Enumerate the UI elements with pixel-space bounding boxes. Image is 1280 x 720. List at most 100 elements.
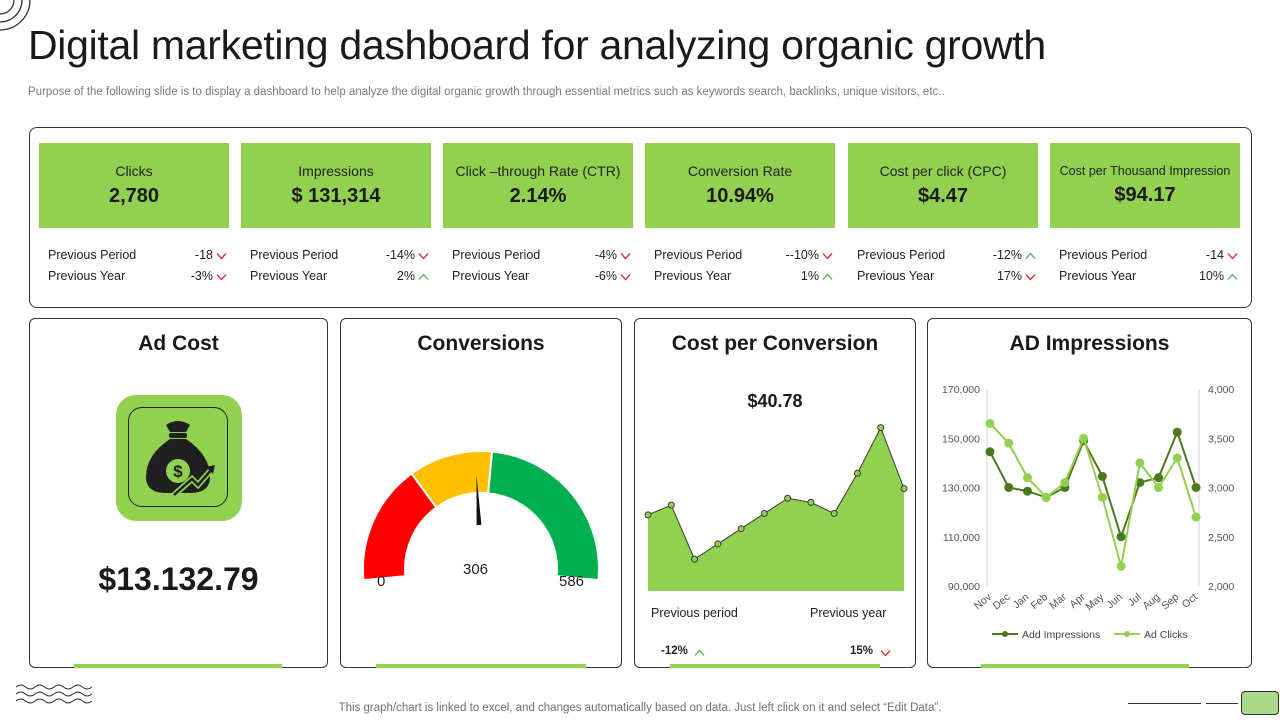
- card-title: Ad Cost: [138, 332, 219, 355]
- kpi-box: Cost per click (CPC) $4.47: [848, 143, 1038, 228]
- kpi-card-cpm[interactable]: Cost per Thousand Impression $94.17 Prev…: [1050, 143, 1240, 290]
- x-axis-tick: Oct: [1180, 591, 1200, 611]
- x-axis-tick: Jul: [1126, 591, 1144, 609]
- left-axis-tick: 170,000: [942, 384, 980, 396]
- right-axis-tick: 3,500: [1208, 433, 1234, 445]
- chevron-down-icon: [418, 253, 429, 260]
- left-axis-tick: 150,000: [942, 433, 980, 445]
- card-underline: [74, 664, 282, 668]
- trend-arrow-icon: [418, 253, 429, 260]
- series-point: [1022, 473, 1032, 483]
- kpi-box: Conversion Rate 10.94%: [645, 143, 835, 228]
- kpi-box: Click –through Rate (CTR) 2.14%: [443, 143, 633, 228]
- area-point: [737, 525, 745, 533]
- series-point: [985, 447, 995, 457]
- footer-divider: [1128, 703, 1201, 704]
- kpi-prev-period-row: Previous Period -14%: [241, 248, 431, 269]
- kpi-card-impressions[interactable]: Impressions $ 131,314 Previous Period -1…: [241, 143, 431, 290]
- kpi-label: Impressions: [298, 163, 374, 179]
- card-underline: [376, 664, 586, 668]
- series-point: [1022, 486, 1032, 496]
- kpi-card-conversion-rate[interactable]: Conversion Rate 10.94% Previous Period -…: [645, 143, 835, 290]
- prev-year-value: 1%: [800, 269, 819, 283]
- prev-year-value: 2%: [396, 269, 415, 283]
- kpi-card-clicks[interactable]: Clicks 2,780 Previous Period -18 Previou…: [39, 143, 229, 290]
- left-axis-tick: 130,000: [942, 483, 980, 495]
- area-fill: [648, 427, 904, 591]
- chevron-down-icon: [216, 253, 227, 260]
- legend-label: Add Impressions: [1022, 629, 1100, 641]
- chevron-up-icon: [1025, 252, 1036, 259]
- area-point: [667, 501, 675, 509]
- left-axis-tick: 110,000: [943, 532, 980, 544]
- chevron-down-icon: [880, 650, 891, 657]
- prev-year-label: Previous Year: [654, 269, 732, 283]
- prev-year-value: -6%: [594, 269, 617, 283]
- page-title: Digital marketing dashboard for analyzin…: [28, 22, 1046, 68]
- area-point: [877, 424, 885, 432]
- kpi-prev-period-row: Previous Period -14: [1050, 248, 1240, 269]
- prev-period-value: -14: [1205, 248, 1224, 262]
- x-axis-tick: Jan: [1011, 591, 1032, 611]
- series-point: [1097, 471, 1107, 481]
- prev-year-label: Previous Year: [250, 269, 328, 283]
- card-title: Cost per Conversion: [671, 332, 879, 355]
- prev-period-value: -14%: [385, 248, 415, 262]
- money-bag-icon: $: [146, 421, 215, 498]
- ad-cost-value: $13.132.79: [98, 561, 259, 597]
- prev-period-label: Previous Period: [48, 248, 137, 262]
- gauge-segment-green: [487, 450, 600, 582]
- conversions-gauge: [362, 450, 600, 582]
- x-axis-tick: Feb: [1029, 591, 1051, 612]
- card-underline: [981, 664, 1189, 668]
- prev-period-value: --10%: [785, 248, 819, 262]
- chevron-up-icon: [694, 649, 705, 656]
- kpi-card-ctr[interactable]: Click –through Rate (CTR) 2.14% Previous…: [443, 143, 633, 290]
- wave-decoration: [16, 684, 92, 704]
- trend-arrow-icon: [216, 274, 227, 281]
- trend-arrow-icon: [1227, 273, 1238, 280]
- series-point: [985, 418, 995, 428]
- footer-note: This graph/chart is linked to excel, and…: [338, 702, 942, 714]
- trend-arrow-icon: [1227, 253, 1238, 260]
- series-point: [1116, 561, 1126, 571]
- kpi-prev-period-row: Previous Period --10%: [645, 248, 835, 269]
- chevron-up-icon: [822, 273, 833, 280]
- gauge-needle: [476, 475, 482, 526]
- area-point: [714, 540, 722, 548]
- right-axis-tick: 2,500: [1208, 532, 1234, 544]
- kpi-prev-period-row: Previous Period -18: [39, 248, 229, 269]
- trend-arrow-icon: [822, 253, 833, 260]
- cost-per-conversion-value: $40.78: [747, 391, 803, 411]
- kpi-label: Click –through Rate (CTR): [455, 163, 621, 179]
- prev-period-value: -12%: [661, 645, 688, 657]
- x-axis-tick: Sep: [1159, 591, 1181, 612]
- ad-cost-card[interactable]: Ad Cost $ $13.132.79: [29, 318, 328, 668]
- area-line: [647, 426, 905, 560]
- series-point: [1004, 483, 1014, 492]
- cost-per-conversion-card[interactable]: Cost per Conversion $40.78 Previous peri…: [634, 318, 916, 668]
- series-point: [1191, 512, 1201, 522]
- trend-arrow-icon: [620, 274, 631, 281]
- kpi-prev-year-row: Previous Year -3%: [39, 269, 229, 290]
- series-point: [1154, 483, 1164, 492]
- prev-period-label: Previous Period: [250, 248, 339, 262]
- x-axis-tick: Apr: [1067, 591, 1088, 611]
- chevron-down-icon: [1025, 274, 1036, 281]
- area-point: [853, 469, 861, 477]
- prev-year-value: 10%: [1198, 269, 1224, 283]
- kpi-prev-year-row: Previous Year -6%: [443, 269, 633, 290]
- conversions-card[interactable]: Conversions 0 306 586: [340, 318, 622, 668]
- prev-period-label: Previous period: [651, 606, 738, 620]
- series-point: [1191, 483, 1201, 492]
- legend-label: Ad Clicks: [1144, 629, 1188, 641]
- series-point: [1041, 492, 1051, 502]
- prev-year-label: Previous Year: [48, 269, 126, 283]
- ad-impressions-card[interactable]: AD Impressions 170,000 150,000 130,000 110,…: [927, 318, 1252, 668]
- chevron-down-icon: [822, 253, 833, 260]
- kpi-card-cpc[interactable]: Cost per click (CPC) $4.47 Previous Peri…: [848, 143, 1038, 290]
- prev-year-label: Previous Year: [1059, 269, 1137, 283]
- series-point: [1004, 438, 1014, 448]
- x-axis-tick: Mar: [1047, 591, 1069, 612]
- card-title: AD Impressions: [1009, 332, 1170, 355]
